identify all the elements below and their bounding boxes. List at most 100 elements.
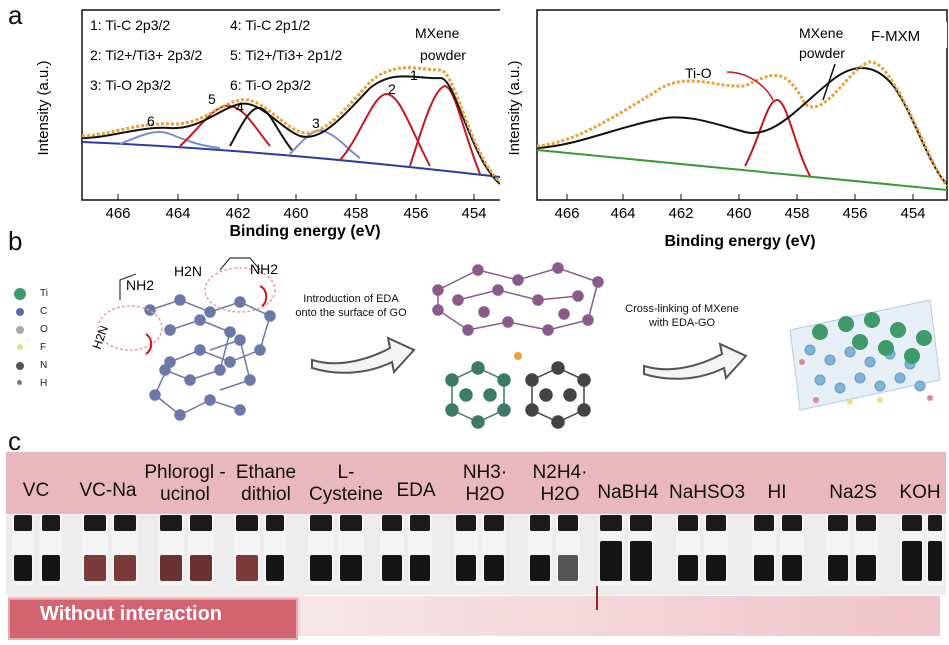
- tick-label: 454: [900, 205, 925, 222]
- tick-label: 466: [554, 205, 579, 222]
- reagent-vc-na: VC-Na: [79, 480, 137, 501]
- vial: [158, 515, 184, 585]
- tick-label: 464: [165, 205, 190, 222]
- n-dot: [16, 362, 24, 370]
- legend-ti: Ti: [40, 288, 48, 299]
- vial: [12, 515, 34, 585]
- legend-c: C: [40, 306, 48, 317]
- arrow1-label: Introduction of EDA onto the surface of …: [276, 292, 426, 320]
- reagent-ethanedithiol: Ethane dithiol: [235, 462, 297, 505]
- without-interaction-label: Without interaction: [40, 603, 223, 625]
- vial: [926, 515, 944, 585]
- nh2-label: NH2: [250, 261, 278, 277]
- x-axis-label: Binding energy (eV): [664, 233, 815, 250]
- f-dot: [17, 344, 23, 350]
- atom-legend: Ti C O F N H: [14, 288, 64, 398]
- vial: [338, 515, 364, 585]
- fit-line: [81, 75, 500, 185]
- h-dot: [17, 380, 22, 385]
- background-line: [536, 149, 948, 191]
- vial: [264, 515, 286, 585]
- reagent-phloroglucinol: Phlorogl -ucinol: [144, 462, 226, 505]
- tick-label: 464: [610, 205, 635, 222]
- reagent-hi: HI: [767, 482, 787, 503]
- legend-n: N: [40, 360, 48, 371]
- bracket-marker: [596, 586, 598, 610]
- vial: [598, 515, 624, 585]
- ti-o-arrow: [726, 71, 774, 101]
- arrow2-label: Cross-linking of MXene with EDA-GO: [612, 302, 752, 330]
- peak-legend: 3: Ti-O 2p3/2: [90, 77, 171, 93]
- peak-legend: 4: Ti-C 2p1/2: [230, 17, 310, 33]
- experimental-line: [536, 60, 949, 188]
- vial: [454, 515, 478, 585]
- mxene-annotation: MXene: [799, 25, 844, 41]
- tick-label: 466: [105, 205, 130, 222]
- peak-2: [339, 92, 431, 167]
- arrow-1-icon: [311, 336, 416, 375]
- peak-3: [289, 129, 361, 159]
- reagent-nahso3: NaHSO3: [668, 482, 746, 503]
- vial: [528, 515, 552, 585]
- sample-label: MXene: [415, 25, 460, 41]
- c-dot: [16, 308, 24, 316]
- peak-number: 2: [388, 81, 396, 97]
- sample-label: F-MXM: [871, 28, 920, 45]
- vial: [408, 515, 432, 585]
- y-axis-label: Intensity (a.u.): [506, 60, 523, 155]
- vial: [556, 515, 580, 585]
- xps-chart-left: Intensity (a.u.) Binding energy (eV) 466…: [35, 9, 500, 240]
- reagent-koh: KOH: [899, 482, 941, 503]
- tick-label: 462: [668, 205, 693, 222]
- tick-label: 458: [343, 205, 368, 222]
- vial: [308, 515, 334, 585]
- vial: [188, 515, 214, 585]
- reagent-vc: VC: [22, 480, 50, 501]
- peak-number: 3: [312, 115, 320, 131]
- chart-frame: [81, 9, 500, 201]
- arrow2-line: Cross-linking of MXene: [625, 303, 739, 315]
- interaction-gradient: [300, 596, 940, 636]
- reagent-n2h4-h2o: N2H4· H2O: [532, 462, 588, 505]
- sample-label: powder: [420, 47, 466, 63]
- vial: [854, 515, 878, 585]
- x-axis-label: Binding energy (eV): [229, 223, 380, 240]
- nh2-label: NH2: [126, 277, 154, 293]
- sample-label-box: [865, 22, 947, 48]
- chart-frame: [536, 9, 948, 201]
- vial: [780, 515, 804, 585]
- panel-b-letter: b: [8, 226, 23, 256]
- peak-legend: 5: Ti2+/Ti3+ 2p1/2: [230, 47, 343, 63]
- vial: [40, 515, 62, 585]
- arrow2-line: with EDA-GO: [648, 317, 715, 329]
- tick-label: 458: [784, 205, 809, 222]
- vial: [752, 515, 776, 585]
- xps-chart-right: Intensity (a.u.) Binding energy (eV) 466…: [506, 9, 949, 250]
- peak-legend: 1: Ti-C 2p3/2: [90, 17, 170, 33]
- h2n-label: H2N: [90, 324, 111, 351]
- o-dot: [16, 326, 24, 334]
- vial: [826, 515, 850, 585]
- panel-a-letter: a: [8, 0, 23, 30]
- vial: [704, 515, 728, 585]
- panel-c-letter: c: [8, 426, 21, 456]
- reagent-strip: [6, 452, 946, 514]
- vial: [676, 515, 700, 585]
- peak-legend: 6: Ti-O 2p3/2: [230, 77, 311, 93]
- tick-label: 460: [283, 205, 308, 222]
- peak-1: [409, 84, 481, 175]
- legend-h: H: [40, 378, 48, 389]
- peak-number: 6: [147, 113, 155, 129]
- tick-label: 454: [461, 205, 486, 222]
- arrow1-line: Introduction of EDA: [303, 293, 399, 305]
- reagent-eda: EDA: [396, 480, 436, 501]
- arrow1-line: onto the surface of GO: [295, 307, 407, 319]
- vial: [628, 515, 654, 585]
- vial: [900, 515, 924, 585]
- tick-label: 460: [726, 205, 751, 222]
- mxene-arrow: [822, 63, 836, 101]
- vial: [234, 515, 260, 585]
- experimental-line: [81, 66, 500, 184]
- mxene-annotation: powder: [799, 45, 845, 61]
- h2n-label: H2N: [174, 263, 202, 279]
